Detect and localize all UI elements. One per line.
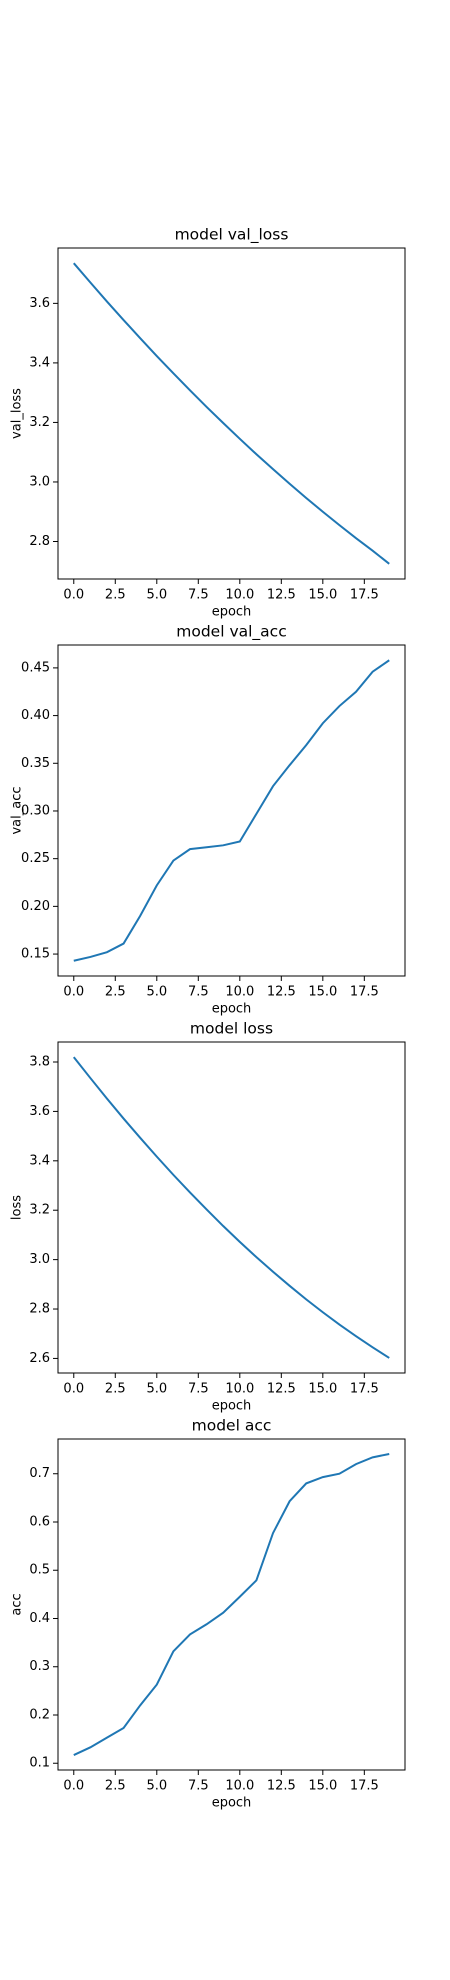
y-tick-label: 0.1 [29, 1756, 50, 1771]
y-tick-label: 0.25 [21, 851, 50, 866]
x-tick-label: 2.5 [105, 1382, 126, 1397]
y-axis-label: acc [10, 1593, 25, 1615]
x-axis-label: epoch [212, 1796, 252, 1811]
x-tick-label: 2.5 [105, 1779, 126, 1794]
y-tick-label: 2.8 [29, 534, 50, 549]
data-line [73, 262, 390, 565]
x-tick-label: 10.0 [225, 985, 254, 1000]
x-tick-label: 12.5 [267, 588, 296, 603]
x-tick-label: 12.5 [267, 1382, 296, 1397]
y-tick-label: 0.6 [29, 1514, 50, 1529]
x-tick-label: 15.0 [308, 588, 337, 603]
x-axis-label: epoch [212, 1399, 252, 1414]
y-tick-label: 3.2 [29, 1203, 50, 1218]
x-tick-label: 17.5 [350, 985, 379, 1000]
x-tick-label: 7.5 [188, 985, 209, 1000]
x-tick-label: 12.5 [267, 985, 296, 1000]
x-tick-label: 2.5 [105, 588, 126, 603]
y-axis-label: val_loss [10, 388, 25, 439]
y-tick-label: 3.6 [29, 1104, 50, 1119]
x-tick-label: 15.0 [308, 1779, 337, 1794]
x-tick-label: 0.0 [63, 985, 84, 1000]
axes-frame [57, 1438, 406, 1771]
chart-title: model acc [192, 1417, 272, 1435]
x-tick-label: 0.0 [63, 1382, 84, 1397]
y-tick-label: 3.8 [29, 1055, 50, 1070]
y-axis-label: val_acc [10, 786, 25, 834]
y-tick-label: 0.30 [21, 803, 50, 818]
axes-frame [57, 247, 406, 580]
x-tick-label: 12.5 [267, 1779, 296, 1794]
x-tick-label: 7.5 [188, 1382, 209, 1397]
x-axis-label: epoch [212, 1002, 252, 1017]
x-tick-label: 15.0 [308, 1382, 337, 1397]
y-tick-label: 3.4 [29, 1153, 50, 1168]
x-tick-label: 5.0 [146, 985, 167, 1000]
data-line [73, 659, 390, 962]
x-tick-label: 15.0 [308, 985, 337, 1000]
x-tick-label: 5.0 [146, 588, 167, 603]
y-tick-label: 0.7 [29, 1466, 50, 1481]
chart-title: model val_loss [175, 226, 289, 245]
y-tick-label: 0.35 [21, 756, 50, 771]
y-tick-label: 3.2 [29, 415, 50, 430]
x-tick-label: 10.0 [225, 1382, 254, 1397]
y-tick-label: 3.4 [29, 355, 50, 370]
data-line [72, 1056, 390, 1359]
y-tick-label: 0.40 [21, 708, 50, 723]
x-axis-label: epoch [212, 605, 252, 620]
axes-frame [57, 644, 406, 977]
chart-title: model val_acc [176, 623, 286, 642]
x-tick-label: 10.0 [225, 588, 254, 603]
x-tick-label: 0.0 [63, 588, 84, 603]
y-tick-label: 0.3 [29, 1659, 50, 1674]
axes-frame [57, 1041, 406, 1374]
chart-title: model loss [190, 1020, 273, 1038]
x-tick-label: 7.5 [188, 588, 209, 603]
x-tick-label: 17.5 [350, 1382, 379, 1397]
y-tick-label: 3.0 [29, 474, 50, 489]
y-tick-label: 0.5 [29, 1563, 50, 1578]
data-line [73, 1452, 390, 1756]
y-tick-label: 0.15 [21, 947, 50, 962]
y-tick-label: 0.45 [21, 660, 50, 675]
x-tick-label: 17.5 [350, 588, 379, 603]
y-tick-label: 3.0 [29, 1252, 50, 1267]
x-tick-label: 10.0 [225, 1779, 254, 1794]
x-tick-label: 0.0 [63, 1779, 84, 1794]
y-tick-label: 2.6 [29, 1351, 50, 1366]
x-tick-label: 7.5 [188, 1779, 209, 1794]
x-tick-label: 5.0 [146, 1382, 167, 1397]
y-tick-label: 0.2 [29, 1707, 50, 1722]
y-tick-label: 0.20 [21, 899, 50, 914]
y-axis-label: loss [10, 1195, 25, 1220]
y-tick-label: 0.4 [29, 1611, 50, 1626]
x-tick-label: 5.0 [146, 1779, 167, 1794]
x-tick-label: 17.5 [350, 1779, 379, 1794]
y-tick-label: 2.8 [29, 1302, 50, 1317]
x-tick-label: 2.5 [105, 985, 126, 1000]
y-tick-label: 3.6 [29, 296, 50, 311]
